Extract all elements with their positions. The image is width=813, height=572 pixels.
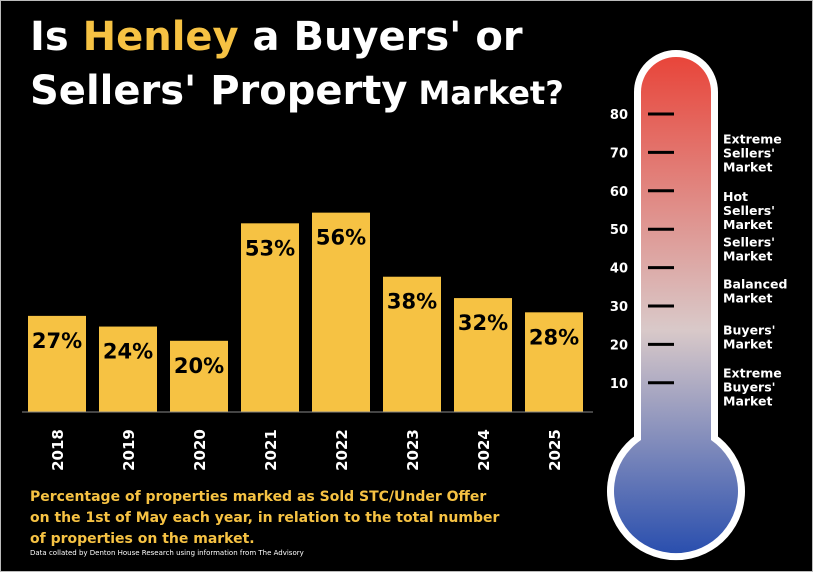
title-line-1: Is Henley a Buyers' or: [30, 14, 523, 60]
thermo-tick-label-10: 10: [610, 377, 628, 392]
bar-2023: [383, 276, 441, 412]
bar-2020: [170, 340, 228, 412]
thermo-tick-label-50: 50: [610, 223, 628, 238]
zone-label-1-0: Hot: [723, 189, 748, 204]
x-tick-label-2021: 2021: [262, 429, 280, 471]
zone-label-0-2: Market: [723, 159, 772, 174]
zone-label-0-1: Sellers': [723, 145, 775, 160]
bar-2018: [28, 315, 86, 412]
thermo-tick-label-80: 80: [610, 108, 628, 123]
zone-label-1-2: Market: [723, 217, 772, 232]
data-label-2020: 20%: [174, 354, 224, 378]
thermo-tick-label-30: 30: [610, 300, 628, 315]
bar-2021: [241, 223, 299, 412]
zone-label-1-1: Sellers': [723, 203, 775, 218]
data-label-2022: 56%: [316, 226, 366, 250]
zone-label-5-0: Extreme: [723, 366, 782, 381]
x-tick-label-2019: 2019: [120, 429, 138, 471]
x-tick-label-2022: 2022: [333, 429, 351, 471]
source-note: Data collated by Denton House Research u…: [30, 549, 304, 557]
data-label-2025: 28%: [529, 325, 579, 349]
title-highlight: Henley: [82, 14, 239, 60]
thermo-tick-label-40: 40: [610, 262, 628, 277]
zone-label-3-0: Balanced: [723, 277, 787, 292]
x-tick-label-2020: 2020: [191, 429, 209, 471]
zone-label-4-0: Buyers': [723, 323, 775, 338]
bar-2019: [99, 326, 157, 412]
data-label-2018: 27%: [32, 329, 82, 353]
zone-label-3-1: Market: [723, 291, 772, 306]
zone-label-2-0: Sellers': [723, 234, 775, 249]
thermo-tick-label-20: 20: [610, 338, 628, 353]
x-tick-label-2018: 2018: [49, 429, 67, 471]
x-tick-label-2024: 2024: [475, 429, 493, 471]
data-label-2023: 38%: [387, 290, 437, 314]
x-tick-label-2025: 2025: [546, 429, 564, 471]
zone-label-4-1: Market: [723, 337, 772, 352]
x-tick-label-2023: 2023: [404, 429, 422, 471]
chart-caption: Percentage of properties marked as Sold …: [30, 489, 500, 547]
thermo-tick-label-60: 60: [610, 185, 628, 200]
data-label-2021: 53%: [245, 236, 295, 260]
title-line-2: Sellers' Property Market?: [30, 68, 564, 114]
zone-label-2-1: Market: [723, 248, 772, 263]
data-label-2024: 32%: [458, 311, 508, 335]
thermometer-fill: [614, 57, 738, 554]
bar-2022: [312, 212, 370, 412]
bar-2025: [525, 312, 583, 412]
data-label-2019: 24%: [103, 340, 153, 364]
zone-label-0-0: Extreme: [723, 131, 782, 146]
bar-2024: [454, 298, 512, 412]
thermometer: 8070605040302010ExtremeSellers'MarketHot…: [607, 50, 787, 561]
thermo-tick-label-70: 70: [610, 146, 628, 161]
zone-label-5-1: Buyers': [723, 380, 775, 395]
zone-label-5-2: Market: [723, 394, 772, 409]
